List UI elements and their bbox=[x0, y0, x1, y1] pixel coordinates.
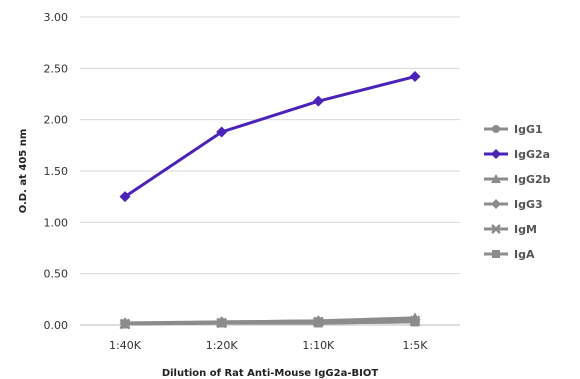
y-tick-label: 1.50 bbox=[44, 165, 69, 178]
data-point bbox=[312, 95, 324, 107]
y-axis-title: O.D. at 405 nm bbox=[18, 129, 29, 214]
legend: IgG1 IgG2a IgG2b IgG3 IgM IgA bbox=[484, 123, 551, 261]
legend-marker bbox=[492, 250, 500, 258]
legend-marker bbox=[492, 125, 500, 133]
legend-entry: IgG3 bbox=[484, 198, 543, 211]
series-line bbox=[124, 320, 416, 326]
x-axis-title: Dilution of Rat Anti-Mouse IgG2a-BIOT bbox=[162, 368, 379, 379]
legend-label: IgA bbox=[514, 248, 535, 261]
legend-entry: IgA bbox=[484, 248, 535, 261]
x-tick-label: 1:40K bbox=[109, 339, 142, 352]
legend-marker bbox=[491, 199, 501, 209]
data-point bbox=[409, 71, 421, 83]
legend-label: IgG1 bbox=[514, 123, 543, 136]
legend-label: IgG2b bbox=[514, 173, 551, 186]
legend-marker bbox=[491, 149, 501, 159]
legend-marker bbox=[491, 224, 501, 234]
legend-entry: IgG1 bbox=[484, 123, 543, 136]
y-tick-labels: 0.00 0.50 1.00 1.50 2.00 2.50 3.00 bbox=[44, 11, 69, 332]
data-point bbox=[120, 319, 130, 329]
data-point bbox=[217, 318, 227, 328]
data-point bbox=[313, 318, 323, 328]
series-line bbox=[124, 75, 416, 198]
x-tick-label: 1:10K bbox=[302, 339, 335, 352]
legend-entry: IgG2a bbox=[484, 148, 550, 161]
gridlines bbox=[80, 16, 460, 275]
data-series bbox=[119, 71, 421, 330]
series-iga bbox=[120, 317, 420, 329]
legend-entry: IgM bbox=[484, 223, 537, 236]
data-point bbox=[410, 317, 420, 327]
y-tick-label: 0.00 bbox=[44, 319, 69, 332]
legend-label: IgG2a bbox=[514, 148, 550, 161]
y-tick-label: 0.50 bbox=[44, 268, 69, 281]
legend-label: IgM bbox=[514, 223, 537, 236]
x-tick-label: 1:20K bbox=[206, 339, 239, 352]
data-point bbox=[216, 126, 228, 138]
legend-marker bbox=[491, 174, 501, 183]
y-tick-label: 2.50 bbox=[44, 62, 69, 75]
y-tick-label: 3.00 bbox=[44, 11, 69, 24]
x-tick-labels: 1:40K 1:20K 1:10K 1:5K bbox=[109, 339, 428, 352]
legend-label: IgG3 bbox=[514, 198, 543, 211]
y-tick-label: 1.00 bbox=[44, 216, 69, 229]
y-tick-label: 2.00 bbox=[44, 114, 69, 127]
x-tick-label: 1:5K bbox=[403, 339, 429, 352]
data-point bbox=[119, 191, 131, 203]
legend-entry: IgG2b bbox=[484, 173, 551, 186]
series-igg2a bbox=[119, 71, 421, 203]
